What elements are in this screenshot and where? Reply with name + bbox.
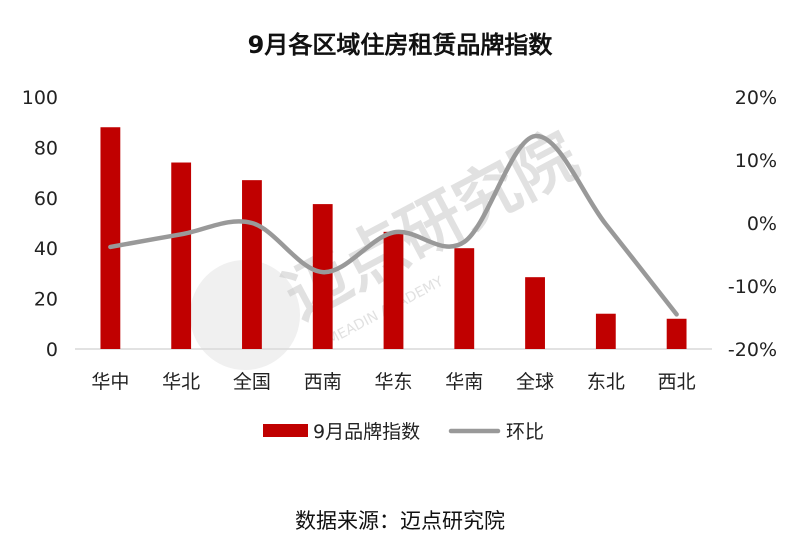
bar [312, 204, 333, 349]
line-series [108, 133, 679, 317]
bar [595, 313, 616, 349]
right-axis-ticks: -20% -10% 0% 10% 20% [728, 87, 777, 361]
legend-bar-label: 9月品牌指数 [313, 421, 420, 443]
left-tick-label: 60 [34, 188, 58, 210]
bar [666, 318, 687, 349]
legend-bar-swatch [263, 424, 308, 437]
category-label: 西北 [658, 371, 696, 393]
category-label: 华东 [374, 371, 412, 393]
left-tick-label: 0 [46, 339, 58, 361]
category-label: 华南 [445, 371, 483, 393]
source-text: 数据来源：迈点研究院 [295, 509, 505, 533]
bar [171, 162, 192, 349]
category-label: 全国 [233, 371, 271, 393]
left-tick-label: 100 [22, 87, 58, 109]
bar [454, 248, 475, 349]
left-tick-label: 80 [34, 137, 58, 159]
right-tick-label: 0% [747, 213, 777, 235]
bar [242, 180, 262, 349]
chart-title: 9月各区域住房租赁品牌指数 [248, 31, 554, 59]
category-label: 全球 [516, 371, 554, 393]
category-labels: 华中 华北 全国 西南 华东 华南 全球 东北 西北 [91, 371, 695, 393]
category-label: 华中 [91, 371, 129, 393]
bar-series [100, 127, 687, 350]
right-tick-label: -20% [728, 339, 777, 361]
left-axis-ticks: 0 20 40 60 80 100 [22, 87, 58, 361]
left-tick-label: 20 [34, 289, 58, 311]
legend-line-label: 环比 [506, 421, 544, 443]
right-tick-label: 20% [735, 87, 777, 109]
category-label: 东北 [587, 371, 625, 393]
series-line [108, 133, 679, 317]
bar [525, 277, 545, 349]
category-label: 西南 [304, 371, 342, 393]
bar [383, 231, 404, 349]
right-tick-label: 10% [735, 150, 777, 172]
category-label: 华北 [162, 371, 200, 393]
left-tick-label: 40 [34, 238, 58, 260]
legend: 9月品牌指数 环比 [263, 421, 544, 443]
right-tick-label: -10% [728, 276, 777, 298]
bar [100, 127, 121, 350]
